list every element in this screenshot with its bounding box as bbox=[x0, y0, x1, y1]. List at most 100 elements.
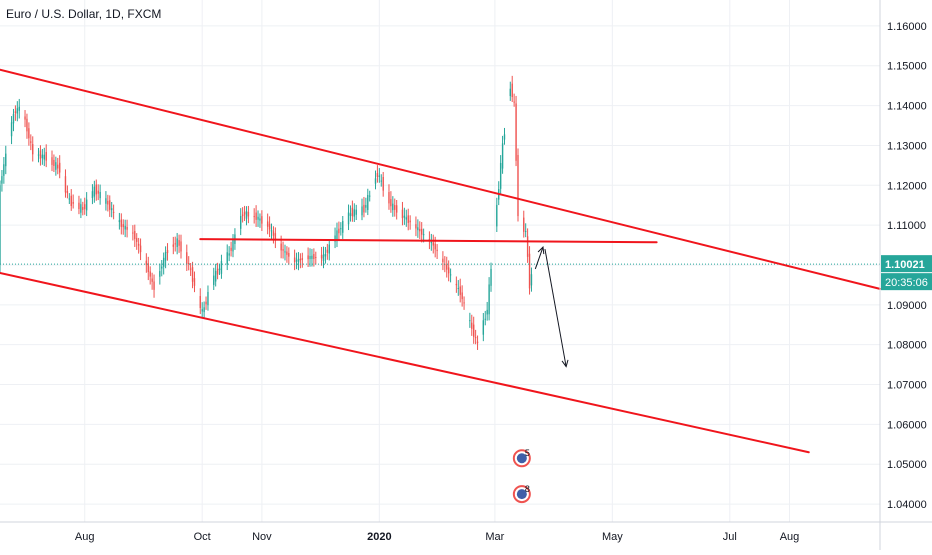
candle-down bbox=[436, 249, 438, 252]
candle-down bbox=[513, 101, 515, 103]
candle-down bbox=[526, 236, 529, 257]
candle-down bbox=[153, 281, 155, 290]
candle-down bbox=[419, 228, 421, 232]
candle-down bbox=[351, 207, 354, 217]
candle-down bbox=[51, 157, 53, 165]
candle-down bbox=[84, 204, 86, 210]
price-tick-label: 1.14000 bbox=[887, 101, 927, 113]
candle-down bbox=[178, 240, 180, 246]
candle-up bbox=[91, 191, 94, 199]
candle-down bbox=[293, 257, 296, 263]
candle-up bbox=[422, 234, 425, 236]
candle-down bbox=[515, 103, 517, 161]
symbol-title[interactable]: Euro / U.S. Dollar, 1D, FXCM bbox=[6, 7, 162, 21]
event-globe-icon bbox=[516, 489, 527, 500]
economic-event-marker[interactable]: 8 bbox=[512, 484, 531, 504]
drawings[interactable] bbox=[0, 68, 881, 454]
candle-up bbox=[297, 258, 300, 263]
candle-down bbox=[415, 224, 417, 229]
price-tick-label: 1.13000 bbox=[887, 140, 927, 152]
candle-down bbox=[253, 216, 255, 218]
candle-down bbox=[472, 324, 475, 337]
candle-up bbox=[501, 143, 504, 169]
candle-up bbox=[342, 220, 344, 233]
candle-down bbox=[188, 262, 190, 264]
candle-down bbox=[78, 202, 80, 209]
candle-up bbox=[482, 320, 485, 335]
candle-up bbox=[259, 218, 261, 221]
price-tick-label: 1.12000 bbox=[887, 180, 927, 192]
channel-upper-trendline[interactable] bbox=[0, 68, 881, 290]
candle-down bbox=[189, 268, 192, 270]
candle-down bbox=[136, 238, 138, 242]
candle-down bbox=[241, 214, 244, 217]
date-tick-label: May bbox=[602, 531, 623, 543]
candle-down bbox=[471, 322, 473, 329]
candle-down bbox=[120, 219, 123, 227]
arrow-down-projection[interactable] bbox=[544, 248, 569, 368]
candle-down bbox=[301, 258, 304, 260]
candle-up bbox=[55, 162, 57, 170]
candle-down bbox=[149, 271, 151, 277]
candle-up bbox=[322, 254, 325, 261]
channel-lower-trendline[interactable] bbox=[0, 271, 810, 454]
candle-down bbox=[32, 144, 34, 155]
arrow-up-projection[interactable] bbox=[534, 245, 545, 270]
event-markers[interactable]: 58 bbox=[512, 448, 531, 504]
date-tick-label: Aug bbox=[75, 531, 95, 543]
candle-up bbox=[324, 253, 327, 257]
candle-down bbox=[523, 217, 525, 232]
candle-up bbox=[378, 175, 381, 177]
candle-up bbox=[311, 255, 313, 259]
candle-up bbox=[118, 220, 121, 223]
candle-down bbox=[72, 202, 74, 204]
candle-up bbox=[16, 108, 19, 114]
candle-up bbox=[392, 203, 394, 211]
candle-up bbox=[162, 257, 165, 267]
candle-up bbox=[417, 227, 419, 231]
candle-down bbox=[409, 220, 411, 223]
candle-up bbox=[159, 271, 161, 277]
candle-down bbox=[272, 231, 275, 236]
candle-down bbox=[216, 268, 219, 275]
price-tick-label: 1.11000 bbox=[887, 220, 926, 232]
candle-down bbox=[390, 199, 392, 207]
candle-down bbox=[363, 204, 365, 213]
candle-up bbox=[161, 266, 163, 269]
price-tick-label: 1.04000 bbox=[887, 499, 927, 511]
candle-down bbox=[151, 278, 153, 282]
countdown-badge bbox=[881, 273, 932, 291]
candle-up bbox=[457, 287, 459, 289]
candle-down bbox=[193, 278, 196, 286]
candle-down bbox=[299, 258, 302, 261]
countdown-label: 20:35:06 bbox=[885, 277, 928, 289]
economic-event-marker[interactable]: 5 bbox=[512, 448, 531, 468]
candle-down bbox=[442, 258, 444, 263]
candle-up bbox=[449, 274, 452, 276]
candle-down bbox=[274, 233, 277, 241]
candle-up bbox=[340, 228, 342, 230]
arrow-up-projection-shaft bbox=[534, 246, 544, 270]
candle-down bbox=[382, 177, 384, 191]
candle-down bbox=[421, 228, 423, 235]
candle-down bbox=[268, 223, 271, 230]
horizontal-support-line[interactable] bbox=[199, 238, 658, 244]
candle-up bbox=[361, 206, 363, 216]
candle-up bbox=[430, 241, 433, 243]
candle-down bbox=[132, 232, 134, 234]
candle-up bbox=[3, 164, 5, 176]
arrow-down-projection-shaft bbox=[544, 248, 567, 367]
candle-down bbox=[205, 301, 207, 305]
candle-down bbox=[70, 195, 72, 207]
candle-up bbox=[176, 238, 178, 248]
candle-down bbox=[388, 192, 390, 204]
candle-down bbox=[307, 255, 309, 260]
candle-down bbox=[109, 200, 111, 210]
candles bbox=[0, 75, 533, 350]
date-tick-label: Nov bbox=[252, 531, 272, 543]
candle-up bbox=[80, 204, 82, 213]
candle-down bbox=[463, 302, 465, 304]
